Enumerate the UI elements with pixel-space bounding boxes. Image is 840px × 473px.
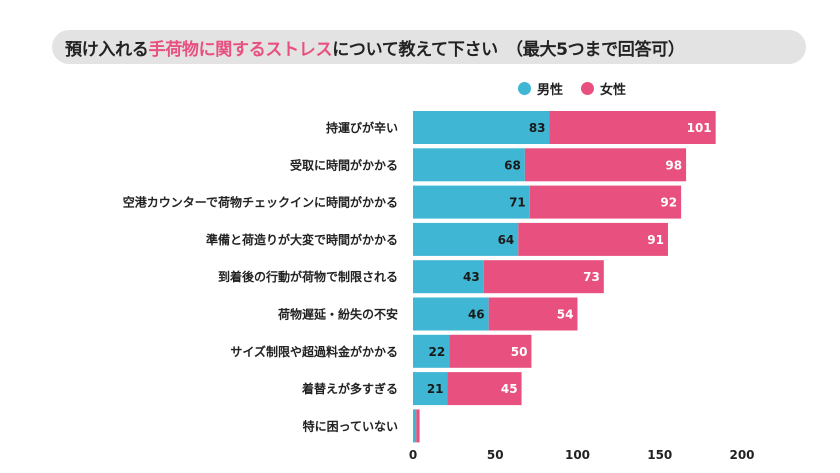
category-label: 到着後の行動が荷物で制限される: [218, 269, 398, 284]
bar-female: [416, 409, 420, 443]
legend-label-male: 男性: [537, 83, 564, 98]
x-tick-label: 0: [409, 448, 417, 462]
bar-female: [518, 222, 668, 256]
category-label: 準備と荷造りが大変で時間がかかる: [206, 232, 398, 247]
legend-item-male: 男性: [518, 79, 563, 98]
x-tick-label: 100: [565, 448, 590, 462]
value-label-male: 71: [509, 196, 526, 210]
bar-female: [447, 372, 522, 406]
bar-male: [413, 409, 417, 443]
value-label-male: 68: [504, 158, 521, 172]
value-label-male: 83: [529, 121, 546, 135]
legend-item-female: 女性: [581, 79, 626, 98]
bar-female: [549, 111, 716, 144]
bar-female: [488, 297, 578, 331]
category-label: 持運びが辛い: [326, 120, 398, 135]
title-suffix: について教えて下さい （最大5つまで回答可）: [332, 39, 685, 60]
bar-female: [524, 148, 687, 182]
category-label: サイズ制限や超過料金がかかる: [230, 344, 398, 359]
value-label-female: 45: [501, 382, 518, 396]
bar-male: [413, 222, 519, 256]
chart-title: 預け入れる 手荷物に関するストレス について教えて下さい （最大5つまで回答可）: [52, 30, 806, 64]
bar-female: [449, 334, 532, 368]
value-label-male: 43: [463, 270, 480, 284]
category-label: 荷物遅延・紛失の不安: [277, 307, 398, 322]
value-label-female: 101: [687, 121, 712, 135]
category-label: 受取に時間がかかる: [290, 157, 398, 172]
bar-male: [413, 111, 550, 144]
legend: 男性 女性: [518, 79, 644, 98]
category-label: 着替えが多すぎる: [301, 381, 398, 396]
value-label-male: 21: [427, 382, 444, 396]
bar-male: [413, 148, 525, 182]
legend-swatch-male: [518, 82, 531, 95]
value-label-female: 92: [660, 196, 677, 210]
bar-female: [529, 185, 682, 219]
x-tick-label: 200: [729, 448, 754, 462]
value-label-female: 54: [557, 308, 574, 322]
bar-male: [413, 185, 530, 219]
legend-swatch-female: [581, 82, 595, 95]
value-label-female: 91: [647, 233, 664, 247]
bar-male: [413, 334, 450, 368]
value-label-female: 73: [583, 270, 600, 284]
value-label-male: 46: [468, 308, 485, 322]
x-tick-label: 150: [647, 448, 672, 462]
value-label-female: 50: [511, 345, 528, 359]
bar-male: [413, 372, 448, 406]
title-highlight: 手荷物に関するストレス: [148, 39, 333, 60]
bar-male: [413, 260, 484, 294]
category-label: 空港カウンターで荷物チェックインに時間がかかる: [123, 195, 398, 210]
title-prefix: 預け入れる: [65, 39, 149, 60]
x-tick-label: 50: [487, 448, 504, 462]
value-label-male: 64: [498, 233, 515, 247]
value-label-female: 98: [665, 158, 682, 172]
category-label: 特に困っていない: [303, 418, 398, 433]
bar-female: [483, 260, 604, 294]
legend-label-female: 女性: [600, 83, 627, 98]
value-label-male: 22: [428, 345, 445, 359]
bar-male: [413, 297, 489, 331]
